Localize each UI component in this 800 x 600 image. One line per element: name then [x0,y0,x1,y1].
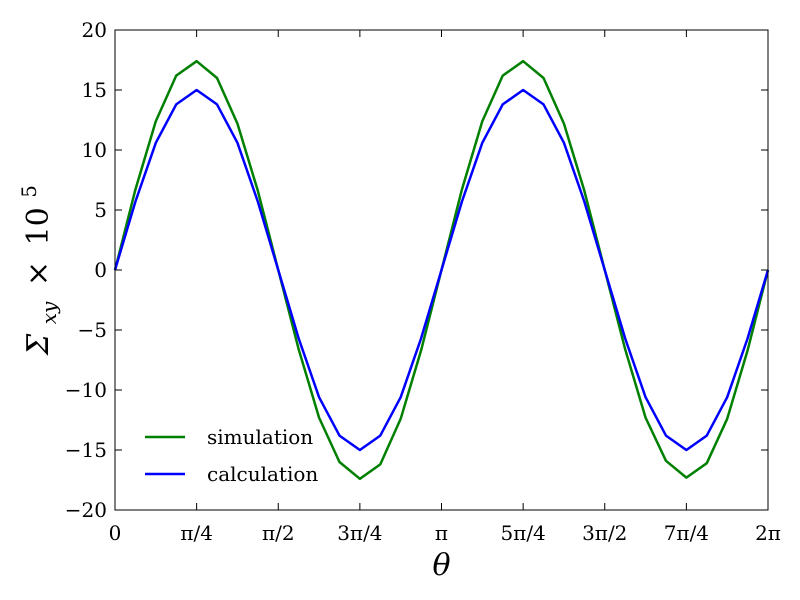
series-layer [113,59,770,481]
x-tick-label: 2π [755,521,781,545]
x-tick-label: 0 [109,521,122,545]
y-label-subscript: xy [37,301,61,324]
y-tick-label: −5 [78,318,107,342]
x-tick-label: π/2 [262,521,295,545]
y-tick-label: −15 [65,438,107,462]
y-tick-label: −20 [65,498,107,522]
x-tick-label: π [435,521,448,545]
y-label-symbol: Σ [21,333,56,356]
legend-label-calculation: calculation [207,462,318,486]
y-tick-label: −10 [65,378,107,402]
series-line-calculation [113,88,770,452]
x-tick-label: 3π/4 [337,521,382,545]
x-tick-label: π/4 [180,521,213,545]
x-axis-label: θ [432,548,450,583]
y-label-times: × [21,261,56,286]
tick-layer: 0 π/4 π/2 3π/4 π 5π/4 3π/2 7π/4 2π 20 15 10 5 0 −5 −10 −… [65,18,781,545]
y-tick-label: 5 [94,198,107,222]
x-tick-label: 7π/4 [664,521,709,545]
y-tick-label: 15 [82,78,107,102]
y-label-exponent: 5 [17,185,41,198]
y-axis-label: Σ xy × 10 5 [17,185,64,356]
legend-label-simulation: simulation [207,425,313,449]
legend: simulation calculation [145,425,318,486]
x-tick-label: 5π/4 [500,521,545,545]
y-label-base: 10 [21,207,56,245]
y-tick-label: 20 [82,18,107,42]
x-tick-label: 3π/2 [582,521,627,545]
y-tick-label: 0 [94,258,107,282]
y-tick-label: 10 [82,138,107,162]
